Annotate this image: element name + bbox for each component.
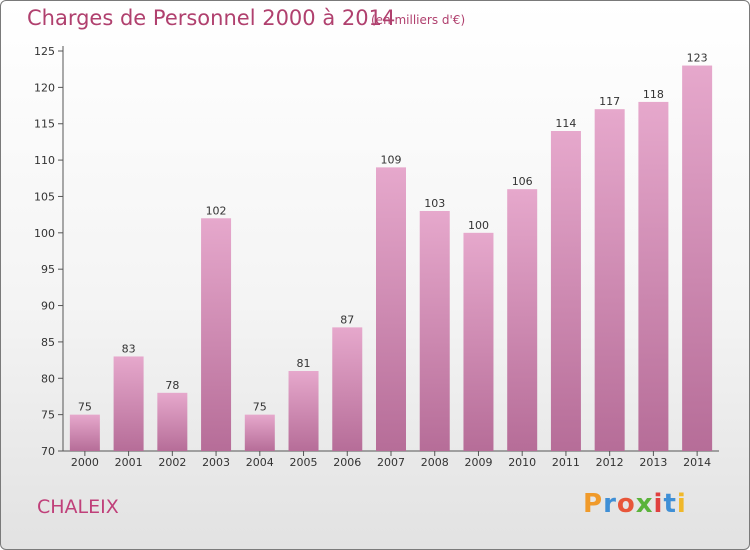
y-tick-label: 85 xyxy=(41,336,55,349)
data-label-2012: 117 xyxy=(599,95,620,108)
x-tick-label: 2011 xyxy=(552,456,580,469)
bar-2014 xyxy=(682,65,713,451)
x-tick-label: 2006 xyxy=(333,456,361,469)
bar-2010 xyxy=(507,189,538,451)
bar-2000 xyxy=(69,414,100,451)
x-tick-label: 2012 xyxy=(596,456,624,469)
proxiti-logo[interactable]: Proxiti xyxy=(583,489,687,519)
bar-2013 xyxy=(638,101,669,451)
data-label-2001: 83 xyxy=(122,342,136,355)
y-tick-label: 110 xyxy=(34,154,55,167)
data-label-2008: 103 xyxy=(424,197,445,210)
logo-letter: i xyxy=(653,489,664,519)
x-tick-label: 2004 xyxy=(246,456,274,469)
bar-2005 xyxy=(288,371,319,451)
logo-letter: r xyxy=(603,489,617,519)
bar-2012 xyxy=(594,109,625,451)
x-tick-label: 2013 xyxy=(639,456,667,469)
y-tick-label: 115 xyxy=(34,118,55,131)
bar-2009 xyxy=(463,232,494,451)
data-label-2004: 75 xyxy=(253,401,267,414)
logo-letter: o xyxy=(616,489,636,519)
data-label-2006: 87 xyxy=(340,313,354,326)
bar-2003 xyxy=(201,218,232,451)
bar-2008 xyxy=(419,211,450,451)
y-tick-label: 90 xyxy=(41,300,55,313)
bar-2002 xyxy=(157,392,188,451)
data-label-2010: 106 xyxy=(512,175,533,188)
data-labels: 75 83 78 102 75 81 87 109 103 100 106 114 117 118 123 xyxy=(78,52,708,414)
logo-letter: i xyxy=(676,489,687,519)
x-tick-label: 2002 xyxy=(158,456,186,469)
bar-2007 xyxy=(376,167,406,451)
data-label-2002: 78 xyxy=(165,379,179,392)
x-tick-label: 2005 xyxy=(290,456,318,469)
y-tick-label: 100 xyxy=(34,227,55,240)
x-tick-label: 2009 xyxy=(464,456,492,469)
y-tick-label: 80 xyxy=(41,372,55,385)
x-tick-label: 2010 xyxy=(508,456,536,469)
logo-letter: P xyxy=(583,489,604,519)
data-label-2003: 102 xyxy=(206,204,227,217)
data-label-2014: 123 xyxy=(687,52,708,65)
axes: 70 75 80 85 90 95 100 105 110 115 120 125 2000 2001 20… xyxy=(34,45,719,469)
bar-2011 xyxy=(550,131,581,451)
y-tick-label: 120 xyxy=(34,81,55,94)
data-label-2000: 75 xyxy=(78,401,92,414)
bar-2001 xyxy=(113,356,144,451)
data-label-2007: 109 xyxy=(381,153,402,166)
x-tick-label: 2014 xyxy=(683,456,711,469)
chart-title: Charges de Personnel 2000 à 2014 xyxy=(27,6,396,30)
chart-subtitle: (en milliers d'€) xyxy=(371,13,466,27)
logo-letter: x xyxy=(635,489,654,519)
x-tick-label: 2001 xyxy=(115,456,143,469)
y-tick-label: 105 xyxy=(34,190,55,203)
bars xyxy=(69,65,713,451)
data-label-2011: 114 xyxy=(555,117,576,130)
data-label-2013: 118 xyxy=(643,88,664,101)
place-name: CHALEIX xyxy=(37,496,119,518)
data-label-2009: 100 xyxy=(468,219,489,232)
y-tick-label: 75 xyxy=(41,409,55,422)
x-tick-label: 2007 xyxy=(377,456,405,469)
bar-2006 xyxy=(332,327,363,451)
y-tick-label: 95 xyxy=(41,263,55,276)
y-tick-label: 125 xyxy=(34,45,55,58)
data-label-2005: 81 xyxy=(297,357,311,370)
logo-letter: t xyxy=(663,489,677,519)
bar-2004 xyxy=(244,414,275,451)
x-tick-label: 2003 xyxy=(202,456,230,469)
x-tick-label: 2008 xyxy=(421,456,449,469)
y-tick-label: 70 xyxy=(41,445,55,458)
x-tick-label: 2000 xyxy=(71,456,99,469)
